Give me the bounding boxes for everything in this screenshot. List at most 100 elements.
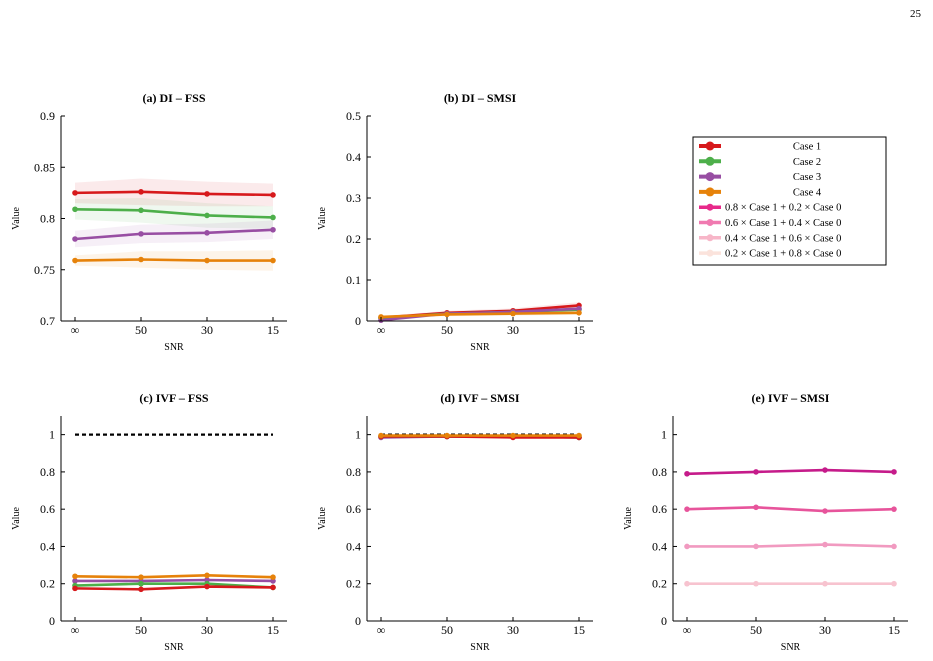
y-tick-label: 0.2 [346,232,361,246]
data-point [138,256,144,263]
data-point [753,469,759,475]
y-tick-label: 1 [661,428,667,442]
x-tick-label: 15 [888,623,900,637]
data-point [72,257,78,264]
data-point [72,206,78,213]
data-point [72,578,78,584]
series-line-2 [74,207,274,219]
data-point [204,583,210,590]
data-point [684,580,690,587]
series-line-1 [74,190,274,197]
x-tick-label: ∞ [71,623,80,637]
data-point [138,207,144,214]
x-axis-label: SNR [781,642,801,653]
y-tick-label: 0 [661,614,667,628]
y-tick-label: 0.75 [34,263,55,277]
y-tick-label: 0.8 [652,465,667,479]
x-axis-label: SNR [470,642,490,653]
data-point [204,212,210,219]
data-point [822,541,828,548]
data-point [684,543,690,550]
x-tick-label: ∞ [377,623,386,637]
legend-marker-6 [706,219,714,226]
data-point [72,585,78,592]
legend-label-2: Case 2 [793,157,821,168]
series-line-1 [686,468,895,476]
data-point [891,506,897,512]
y-tick-label: 0 [49,614,55,628]
data-point [204,572,210,579]
y-tick-label: 0.9 [40,109,55,123]
y-axis-label: Value [11,507,22,530]
y-tick-label: 0.2 [346,577,361,591]
y-tick-label: 0.3 [346,191,361,205]
data-point [72,573,78,580]
data-point [270,214,276,221]
y-tick-label: 0 [355,614,361,628]
chart-5: (e) IVF – SMSI 0 0.2 0.4 0.6 0.8 1 ∞ 50 30 15 SNR Va… [623,391,908,653]
data-point [444,432,450,439]
chart-1: (a) DI – FSS 0.7 0.75 0.8 0.85 0.9 ∞ 50 30 15 SNR V… [11,91,287,353]
x-tick-label: ∞ [377,323,386,337]
data-point [891,543,897,550]
data-point [510,310,516,317]
legend-label-7: 0.4 × Case 1 + 0.6 × Case 0 [725,233,841,244]
y-tick-label: 0.7 [40,314,55,328]
series-line-1 [75,578,274,583]
series-line-2 [74,582,274,589]
chart-3: (c) IVF – FSS 0 0.2 0.4 0.6 0.8 1 ∞ 50 30 15 SNR Val… [11,391,287,653]
data-point [270,257,276,264]
chart-title: (a) DI – FSS [142,91,205,105]
x-axis-label: SNR [164,642,184,653]
data-point [138,189,144,195]
x-tick-label: 50 [441,623,453,637]
legend-label-3: Case 3 [793,172,821,183]
data-point [891,580,897,587]
series-line-4 [380,311,580,319]
x-tick-label: 30 [507,623,519,637]
y-tick-label: 1 [355,428,361,442]
data-point [138,586,144,593]
data-point [444,311,450,318]
chart-title: (b) DI – SMSI [444,91,517,105]
y-tick-label: 0.4 [346,150,361,164]
data-point [378,432,384,439]
y-tick-label: 0.6 [652,502,667,516]
data-point [684,506,690,512]
x-tick-label: 50 [441,323,453,337]
y-tick-label: 0.4 [40,539,55,553]
y-tick-label: 1 [49,428,55,442]
legend-marker-7 [706,234,714,242]
data-point [822,508,828,514]
x-tick-label: 15 [573,323,585,337]
y-tick-label: 0.4 [652,539,667,553]
y-tick-label: 0.4 [346,539,361,553]
data-point [204,191,210,197]
y-tick-label: 0.2 [40,577,55,591]
legend-label-6: 0.6 × Case 1 + 0.4 × Case 0 [725,218,841,229]
y-tick-label: 0.8 [40,212,55,226]
data-point [822,467,828,473]
legend-marker-5 [706,203,714,211]
data-point [576,305,582,312]
legend-label-8: 0.2 × Case 1 + 0.8 × Case 0 [725,249,841,260]
series-line-3 [687,543,895,548]
legend-label-5: 0.8 × Case 1 + 0.2 × Case 0 [725,203,841,214]
y-tick-label: 0.8 [346,465,361,479]
data-point [378,314,384,320]
legend-marker-2 [705,156,715,166]
data-point [138,231,144,237]
data-point [753,580,759,587]
data-point [270,574,276,581]
series-line-3 [74,574,274,579]
legend-marker-4 [705,187,715,197]
y-tick-label: 0 [355,314,361,328]
data-point [576,310,582,316]
chart-title: (c) IVF – FSS [139,391,209,405]
x-axis-label: SNR [470,342,490,353]
series-line-2 [686,506,895,513]
data-point [510,432,516,439]
chart-4: (d) IVF – SMSI 0 0.2 0.4 0.6 0.8 1 ∞ 50 30 15 SNR Va… [317,391,593,653]
legend-marker-1 [705,141,715,151]
